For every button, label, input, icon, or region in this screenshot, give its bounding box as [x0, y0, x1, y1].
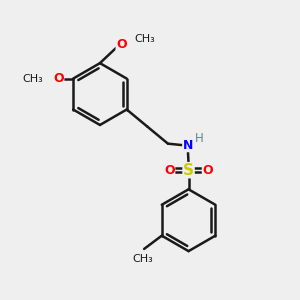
Text: O: O	[116, 38, 127, 51]
Text: H: H	[195, 132, 203, 145]
Text: CH₃: CH₃	[134, 34, 155, 44]
Text: CH₃: CH₃	[22, 74, 43, 84]
Text: N: N	[183, 139, 193, 152]
Text: O: O	[53, 72, 64, 85]
Text: O: O	[202, 164, 213, 177]
Text: O: O	[164, 164, 175, 177]
Text: CH₃: CH₃	[132, 254, 153, 264]
Text: S: S	[183, 163, 194, 178]
